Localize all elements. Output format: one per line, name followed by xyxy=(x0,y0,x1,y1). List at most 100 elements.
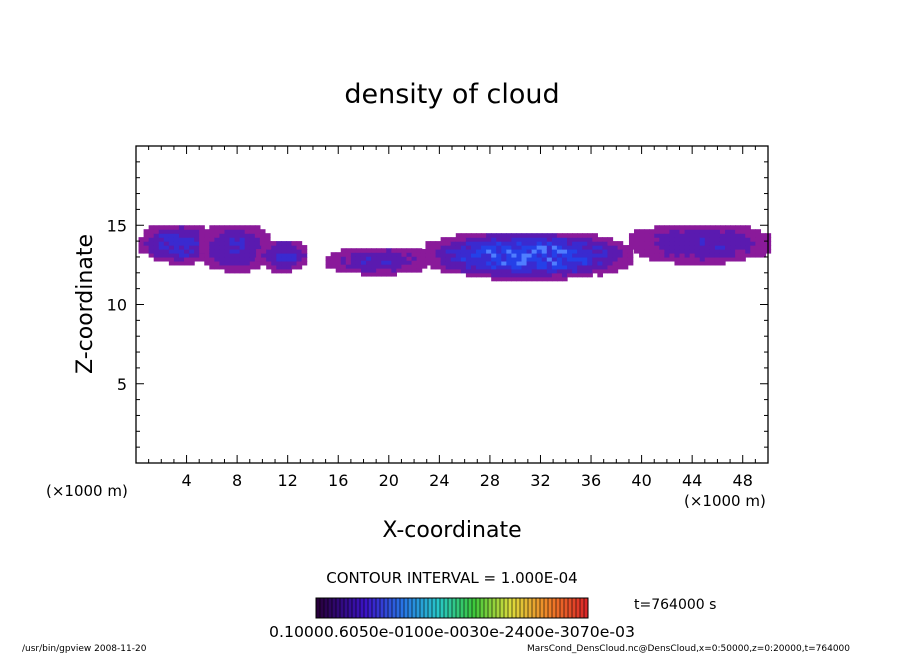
colorbar xyxy=(315,598,588,618)
colorbar-bin xyxy=(316,598,320,618)
cloud-cell xyxy=(674,249,681,254)
cloud-cell xyxy=(612,260,619,266)
cloud-cell xyxy=(664,237,671,242)
cloud-cell xyxy=(531,256,538,262)
cloud-cell xyxy=(597,241,604,246)
cloud-cell xyxy=(355,264,362,269)
cloud-cell xyxy=(587,245,593,250)
cloud-cell xyxy=(617,249,624,254)
cloud-cell xyxy=(755,233,762,238)
cloud-cell xyxy=(345,264,352,269)
cloud-cell xyxy=(430,260,437,266)
cloud-cell xyxy=(587,233,593,238)
cloud-cell xyxy=(296,245,303,250)
cloud-cell xyxy=(684,229,691,234)
cloud-cell xyxy=(266,264,272,270)
cloud-cell xyxy=(371,256,377,261)
cloud-cell xyxy=(556,249,563,254)
cloud-cell xyxy=(684,256,691,262)
cloud-cell xyxy=(396,256,403,261)
cloud-cell xyxy=(381,252,387,257)
cloud-cell xyxy=(649,233,655,238)
cloud-cell xyxy=(607,237,614,242)
cloud-cell xyxy=(602,241,609,246)
cloud-cell xyxy=(526,245,533,250)
cloud-cell xyxy=(386,260,392,265)
cloud-cell xyxy=(425,245,432,250)
cloud-cell xyxy=(561,276,568,282)
colorbar-bin xyxy=(576,598,580,618)
cloud-cell xyxy=(435,252,442,258)
cloud-cell xyxy=(709,241,716,246)
cloud-cell xyxy=(173,256,180,262)
cloud-cell xyxy=(511,249,518,254)
cloud-cell xyxy=(455,268,462,274)
cloud-cell xyxy=(276,245,282,250)
cloud-cell xyxy=(526,233,533,238)
cloud-cell xyxy=(425,256,432,262)
cloud-cell xyxy=(440,264,447,270)
cloud-cell xyxy=(740,249,746,254)
cloud-cell xyxy=(286,268,293,274)
cloud-cell xyxy=(750,229,756,234)
cloud-cell xyxy=(486,260,492,266)
cloud-cell xyxy=(281,264,288,270)
cloud-cell xyxy=(694,229,701,234)
cloud-cell xyxy=(486,237,492,242)
cloud-cell xyxy=(224,237,231,242)
cloud-cell xyxy=(699,252,706,258)
cloud-cell xyxy=(561,237,568,242)
colorbar-bin xyxy=(404,598,408,618)
cloud-cell xyxy=(536,256,543,262)
cloud-cell xyxy=(714,233,721,238)
cloud-cell xyxy=(704,241,711,246)
cloud-cell xyxy=(659,233,665,238)
cloud-cell xyxy=(330,264,337,269)
cloud-cell xyxy=(430,264,437,270)
cloud-cell xyxy=(276,249,282,254)
colorbar-bin xyxy=(388,598,392,618)
cloud-cell xyxy=(628,237,635,242)
cloud-cell xyxy=(602,268,609,274)
cloud-cell xyxy=(371,252,377,257)
cloud-cell xyxy=(501,241,507,246)
cloud-cell xyxy=(730,256,736,262)
cloud-cell xyxy=(511,268,518,274)
cloud-cell xyxy=(521,249,528,254)
cloud-cell xyxy=(460,256,467,262)
cloud-cell xyxy=(335,252,342,257)
cloud-cell xyxy=(276,260,282,266)
cloud-cell xyxy=(501,245,507,250)
cloud-cell xyxy=(371,248,377,253)
cloud-cell xyxy=(153,245,160,250)
cloud-cell xyxy=(178,237,185,242)
cloud-cell xyxy=(730,225,736,230)
cloud-cell xyxy=(430,241,437,246)
cloud-cell xyxy=(425,252,432,258)
cloud-cell xyxy=(401,252,408,257)
cloud-cell xyxy=(194,249,200,254)
cloud-cell xyxy=(340,252,347,257)
cloud-cell xyxy=(674,233,681,238)
footer-right: MarsCond_DensCloud.nc@DensCloud,x=0:5000… xyxy=(527,644,850,654)
cloud-cell xyxy=(229,245,236,250)
cloud-cell xyxy=(244,229,251,234)
x-tick-label: 44 xyxy=(682,471,702,490)
cloud-cell xyxy=(699,249,706,254)
cloud-cell xyxy=(234,264,241,270)
cloud-cell xyxy=(582,264,588,270)
cloud-cell xyxy=(460,233,467,238)
cloud-cell xyxy=(219,241,226,246)
cloud-cell xyxy=(189,256,195,262)
cloud-cell xyxy=(745,252,751,258)
cloud-cell xyxy=(376,252,382,257)
cloud-cell xyxy=(755,229,762,234)
cloud-cell xyxy=(572,268,578,274)
cloud-cell xyxy=(612,249,619,254)
cloud-cell xyxy=(521,268,528,274)
cloud-cell xyxy=(376,256,382,261)
cloud-cell xyxy=(465,264,472,270)
cloud-cell xyxy=(386,252,392,257)
cloud-cell xyxy=(178,256,185,262)
cloud-cell xyxy=(649,229,655,234)
